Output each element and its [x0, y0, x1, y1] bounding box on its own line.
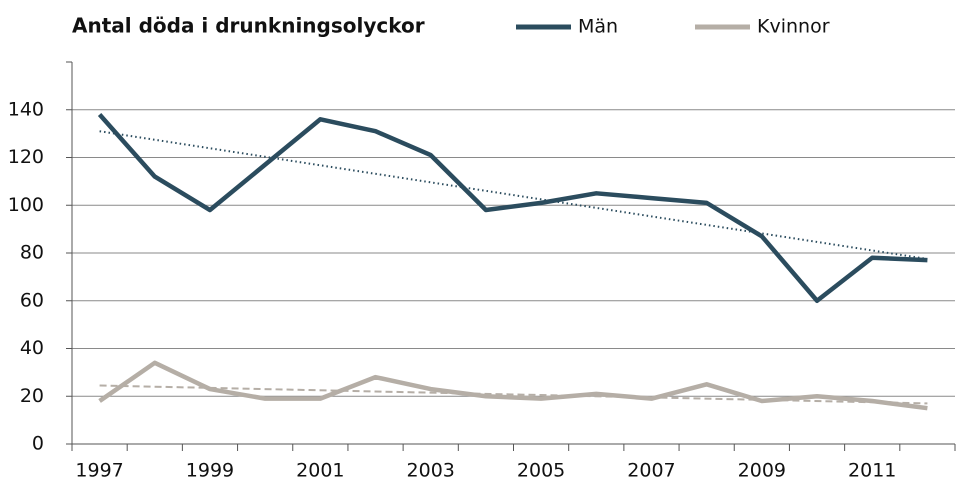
y-tick-label: 100: [8, 194, 44, 216]
x-tick-label: 2009: [738, 460, 786, 482]
x-tick-label: 2003: [407, 460, 455, 482]
chart-title: Antal döda i drunkningsolyckor: [72, 14, 425, 38]
legend-label: Män: [578, 16, 618, 38]
y-tick-label: 0: [32, 433, 44, 455]
series-line: [98, 360, 928, 411]
trend-line: [99, 384, 928, 405]
x-tick-label: 1999: [186, 460, 234, 482]
x-tick-label: 2007: [627, 460, 675, 482]
x-tick-label: 2001: [296, 460, 344, 482]
x-tick-label: 1997: [75, 460, 123, 482]
y-tick-label: 40: [20, 337, 44, 359]
y-tick-label: 80: [20, 242, 44, 264]
y-tick-label: 60: [20, 289, 44, 311]
x-tick-label: 2011: [848, 460, 896, 482]
series-line: [97, 113, 928, 303]
y-tick-label: 20: [20, 385, 44, 407]
legend-label: Kvinnor: [757, 16, 830, 38]
y-tick-label: 120: [8, 146, 44, 168]
trend-line: [99, 130, 928, 260]
y-tick-label: 140: [8, 98, 44, 120]
x-tick-label: 2005: [517, 460, 565, 482]
